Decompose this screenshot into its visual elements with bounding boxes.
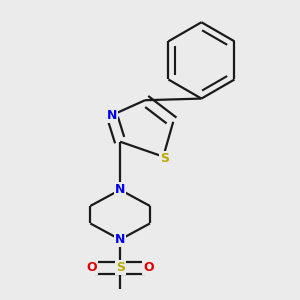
Text: N: N [115,233,125,246]
Text: S: S [160,152,169,165]
Text: S: S [116,261,124,274]
Text: N: N [115,183,125,196]
Text: O: O [143,261,154,274]
Text: O: O [87,261,97,274]
Text: N: N [107,109,117,122]
